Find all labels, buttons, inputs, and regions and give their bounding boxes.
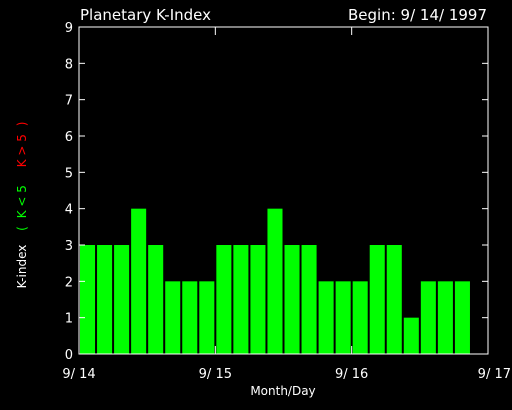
y-axis-label-low-paren: ( bbox=[15, 226, 29, 231]
x-tick-label: 9/ 15 bbox=[199, 367, 232, 382]
x-axis-label: Month/Day bbox=[250, 384, 315, 398]
k-index-bar bbox=[80, 245, 96, 354]
plot-frame bbox=[78, 26, 489, 355]
k-index-bar bbox=[114, 245, 130, 354]
y-axis-label-prefix: K-index bbox=[15, 245, 29, 289]
k-index-bar bbox=[318, 281, 334, 354]
bar-group bbox=[80, 208, 470, 354]
y-tick-label: 5 bbox=[65, 166, 73, 181]
y-tick-label: 9 bbox=[65, 21, 73, 36]
y-tick-label: 8 bbox=[65, 57, 73, 72]
y-axis: 0 1 2 3 4 5 6 7 8 9 bbox=[65, 21, 488, 363]
k-index-bar bbox=[437, 281, 453, 354]
k-index-bar bbox=[403, 317, 419, 354]
y-tick-label: 1 bbox=[65, 312, 73, 327]
k-index-bar bbox=[97, 245, 113, 354]
k-index-bar bbox=[148, 245, 164, 354]
y-axis-label: K-index ( K < 5 K > 5 ) bbox=[15, 122, 29, 289]
k-index-bar bbox=[250, 245, 266, 354]
begin-date-label: Begin: 9/ 14/ 1997 bbox=[348, 6, 487, 24]
k-index-bar bbox=[267, 208, 283, 354]
k-index-bar bbox=[165, 281, 181, 354]
k-index-bar bbox=[352, 281, 368, 354]
k-index-bar bbox=[335, 281, 351, 354]
k-index-bar bbox=[216, 245, 232, 354]
y-tick-label: 0 bbox=[65, 348, 73, 363]
chart-title: Planetary K-Index bbox=[80, 6, 211, 24]
x-tick-label: 9/ 16 bbox=[335, 367, 368, 382]
k-index-bar bbox=[182, 281, 198, 354]
y-tick-label: 3 bbox=[65, 239, 73, 254]
k-index-bar bbox=[284, 245, 300, 354]
k-index-bar bbox=[369, 245, 385, 354]
k-index-bar bbox=[386, 245, 402, 354]
x-tick-label: 9/ 17 bbox=[478, 367, 511, 382]
y-tick-label: 6 bbox=[65, 130, 73, 145]
k-index-bar bbox=[454, 281, 470, 354]
y-axis-label-high-paren: ) bbox=[15, 122, 29, 127]
y-tick-label: 7 bbox=[65, 94, 73, 109]
k-index-bar bbox=[420, 281, 436, 354]
k-index-bar bbox=[301, 245, 317, 354]
x-axis: 9/ 14 9/ 15 9/ 16 9/ 17 bbox=[62, 27, 511, 382]
x-tick-label: 9/ 14 bbox=[62, 367, 95, 382]
y-axis-label-high: K > 5 bbox=[15, 134, 29, 167]
y-tick-label: 4 bbox=[65, 203, 73, 218]
y-axis-label-low: K < 5 bbox=[15, 185, 29, 218]
k-index-bar bbox=[233, 245, 249, 354]
y-tick-label: 2 bbox=[65, 275, 73, 290]
k-index-bar bbox=[199, 281, 215, 354]
k-index-bar bbox=[131, 208, 147, 354]
